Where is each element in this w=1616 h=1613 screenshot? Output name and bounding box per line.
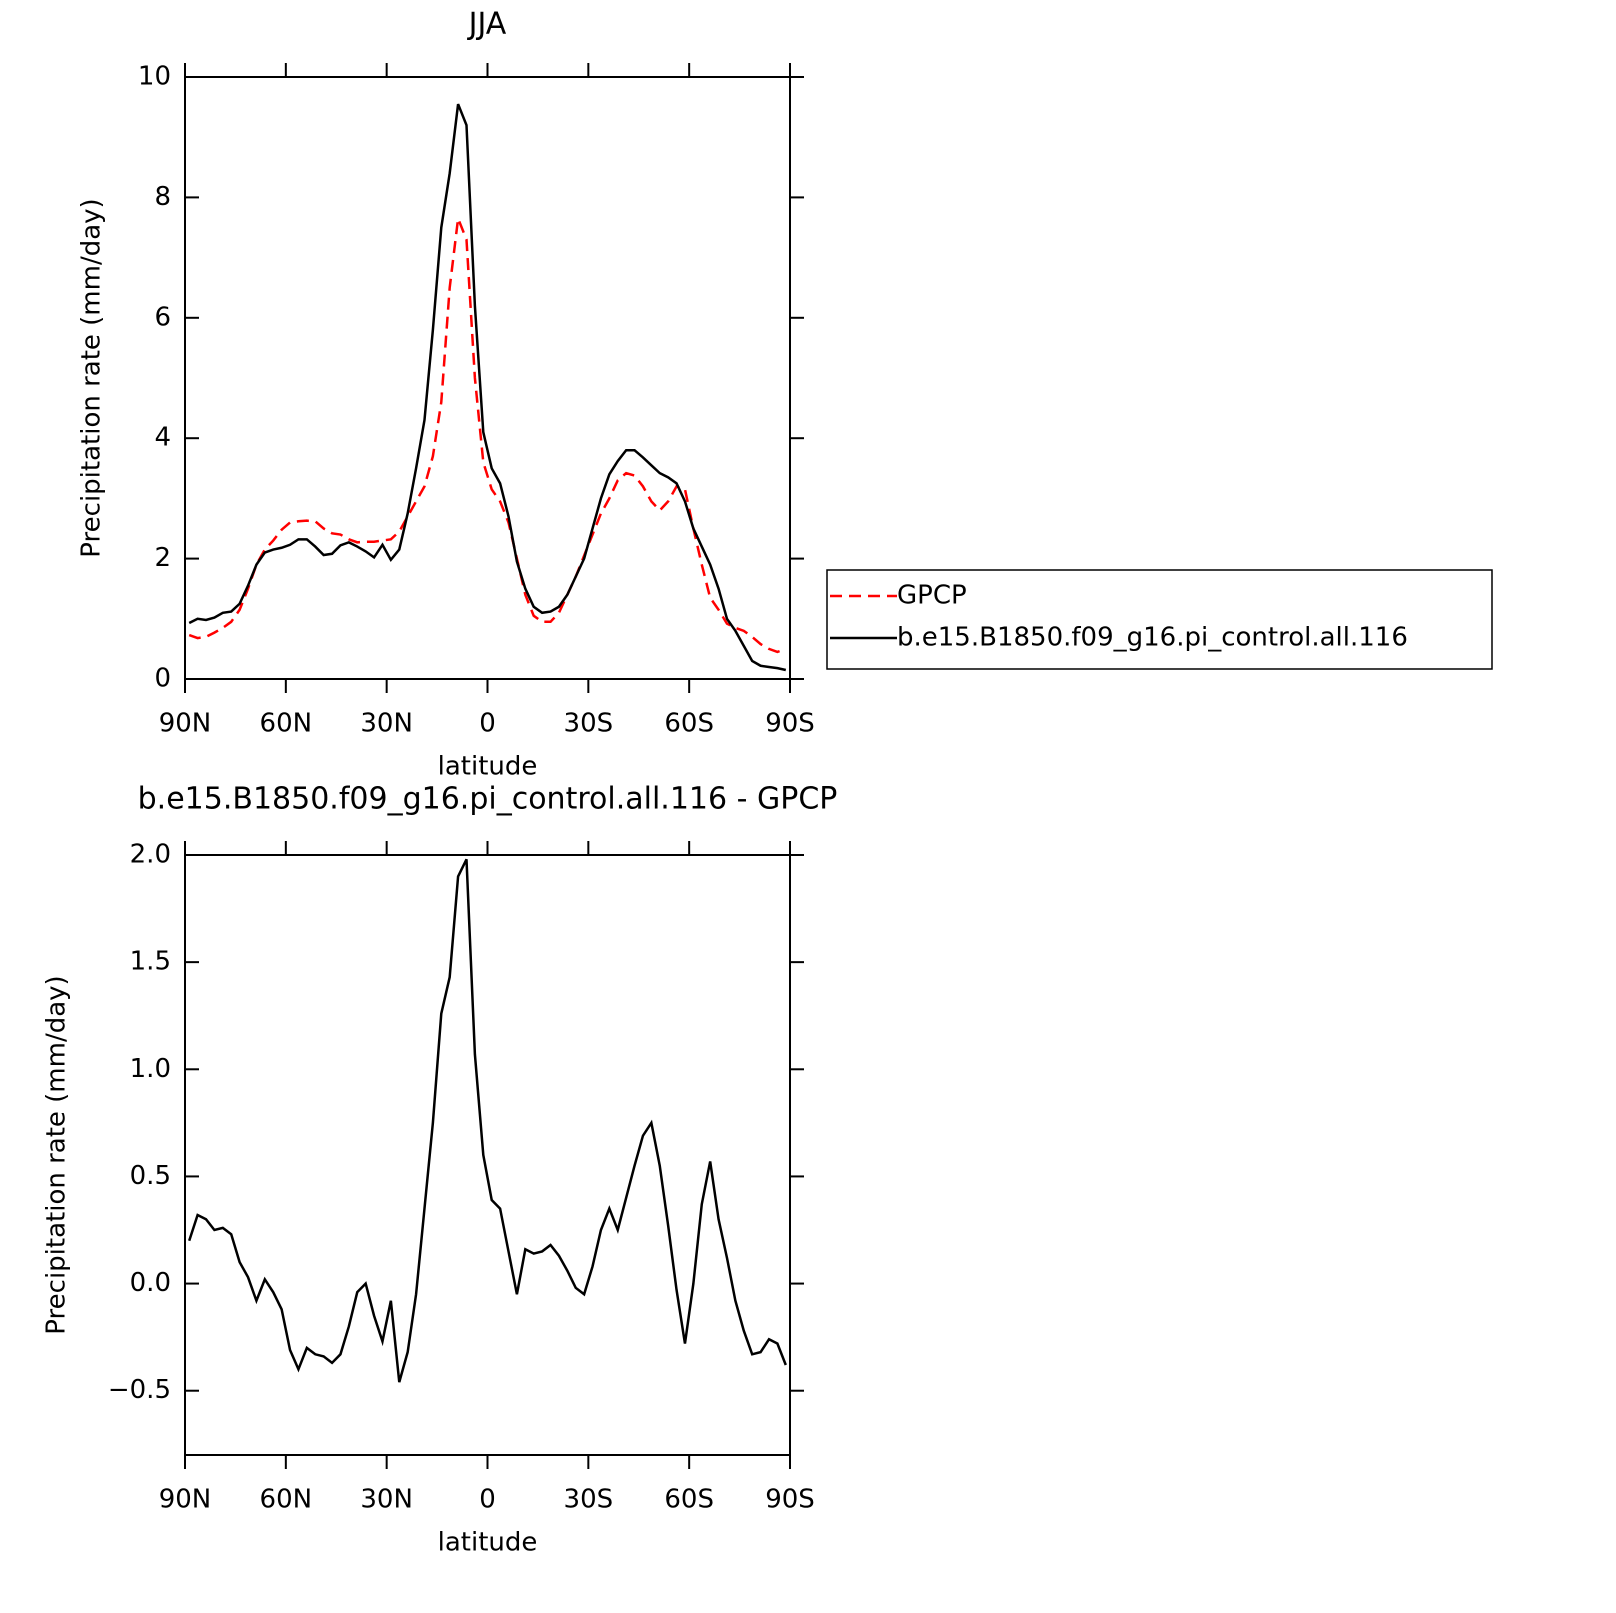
y-tick-label: 6 <box>154 302 171 332</box>
y-tick-label: 10 <box>138 62 171 92</box>
y-tick-label: 2.0 <box>130 840 171 870</box>
y-axis-label: Precipitation rate (mm/day) <box>77 198 107 557</box>
x-axis-label: latitude <box>438 1528 538 1558</box>
y-tick-label: −0.5 <box>108 1375 171 1405</box>
x-tick-label: 90N <box>159 709 212 739</box>
x-tick-label: 90S <box>765 709 815 739</box>
x-tick-label: 30N <box>360 1485 413 1515</box>
plot-frame <box>184 76 791 680</box>
x-tick-label: 30N <box>360 709 413 739</box>
data-line <box>188 103 787 672</box>
chart-title: JJA <box>467 7 507 42</box>
x-tick-label: 90N <box>159 1485 212 1515</box>
x-tick-label: 30S <box>564 1485 614 1515</box>
legend-label: b.e15.B1850.f09_g16.pi_control.all.116 <box>897 623 1408 653</box>
y-tick-label: 8 <box>154 182 171 212</box>
y-tick-label: 0 <box>154 664 171 694</box>
x-tick-label: 30S <box>564 709 614 739</box>
data-line <box>188 858 787 1383</box>
x-tick-label: 0 <box>479 1485 496 1515</box>
x-tick-label: 90S <box>765 1485 815 1515</box>
x-tick-label: 60N <box>260 709 313 739</box>
y-tick-label: 2 <box>154 543 171 573</box>
data-line <box>188 218 787 654</box>
legend-label: GPCP <box>897 581 967 611</box>
y-tick-label: 4 <box>154 423 171 453</box>
y-tick-label: 1.0 <box>130 1054 171 1084</box>
y-axis-label: Precipitation rate (mm/day) <box>42 975 72 1334</box>
chart-title: b.e15.B1850.f09_g16.pi_control.all.116 -… <box>138 782 838 817</box>
x-tick-label: 0 <box>479 709 496 739</box>
x-tick-label: 60N <box>260 1485 313 1515</box>
x-tick-label: 60S <box>664 709 714 739</box>
x-axis-label: latitude <box>438 752 538 782</box>
y-tick-label: 0.5 <box>130 1161 171 1191</box>
y-tick-label: 1.5 <box>130 947 171 977</box>
x-tick-label: 60S <box>664 1485 714 1515</box>
plot-frame <box>184 854 791 1456</box>
y-tick-label: 0.0 <box>130 1268 171 1298</box>
legend-box <box>826 569 1493 670</box>
